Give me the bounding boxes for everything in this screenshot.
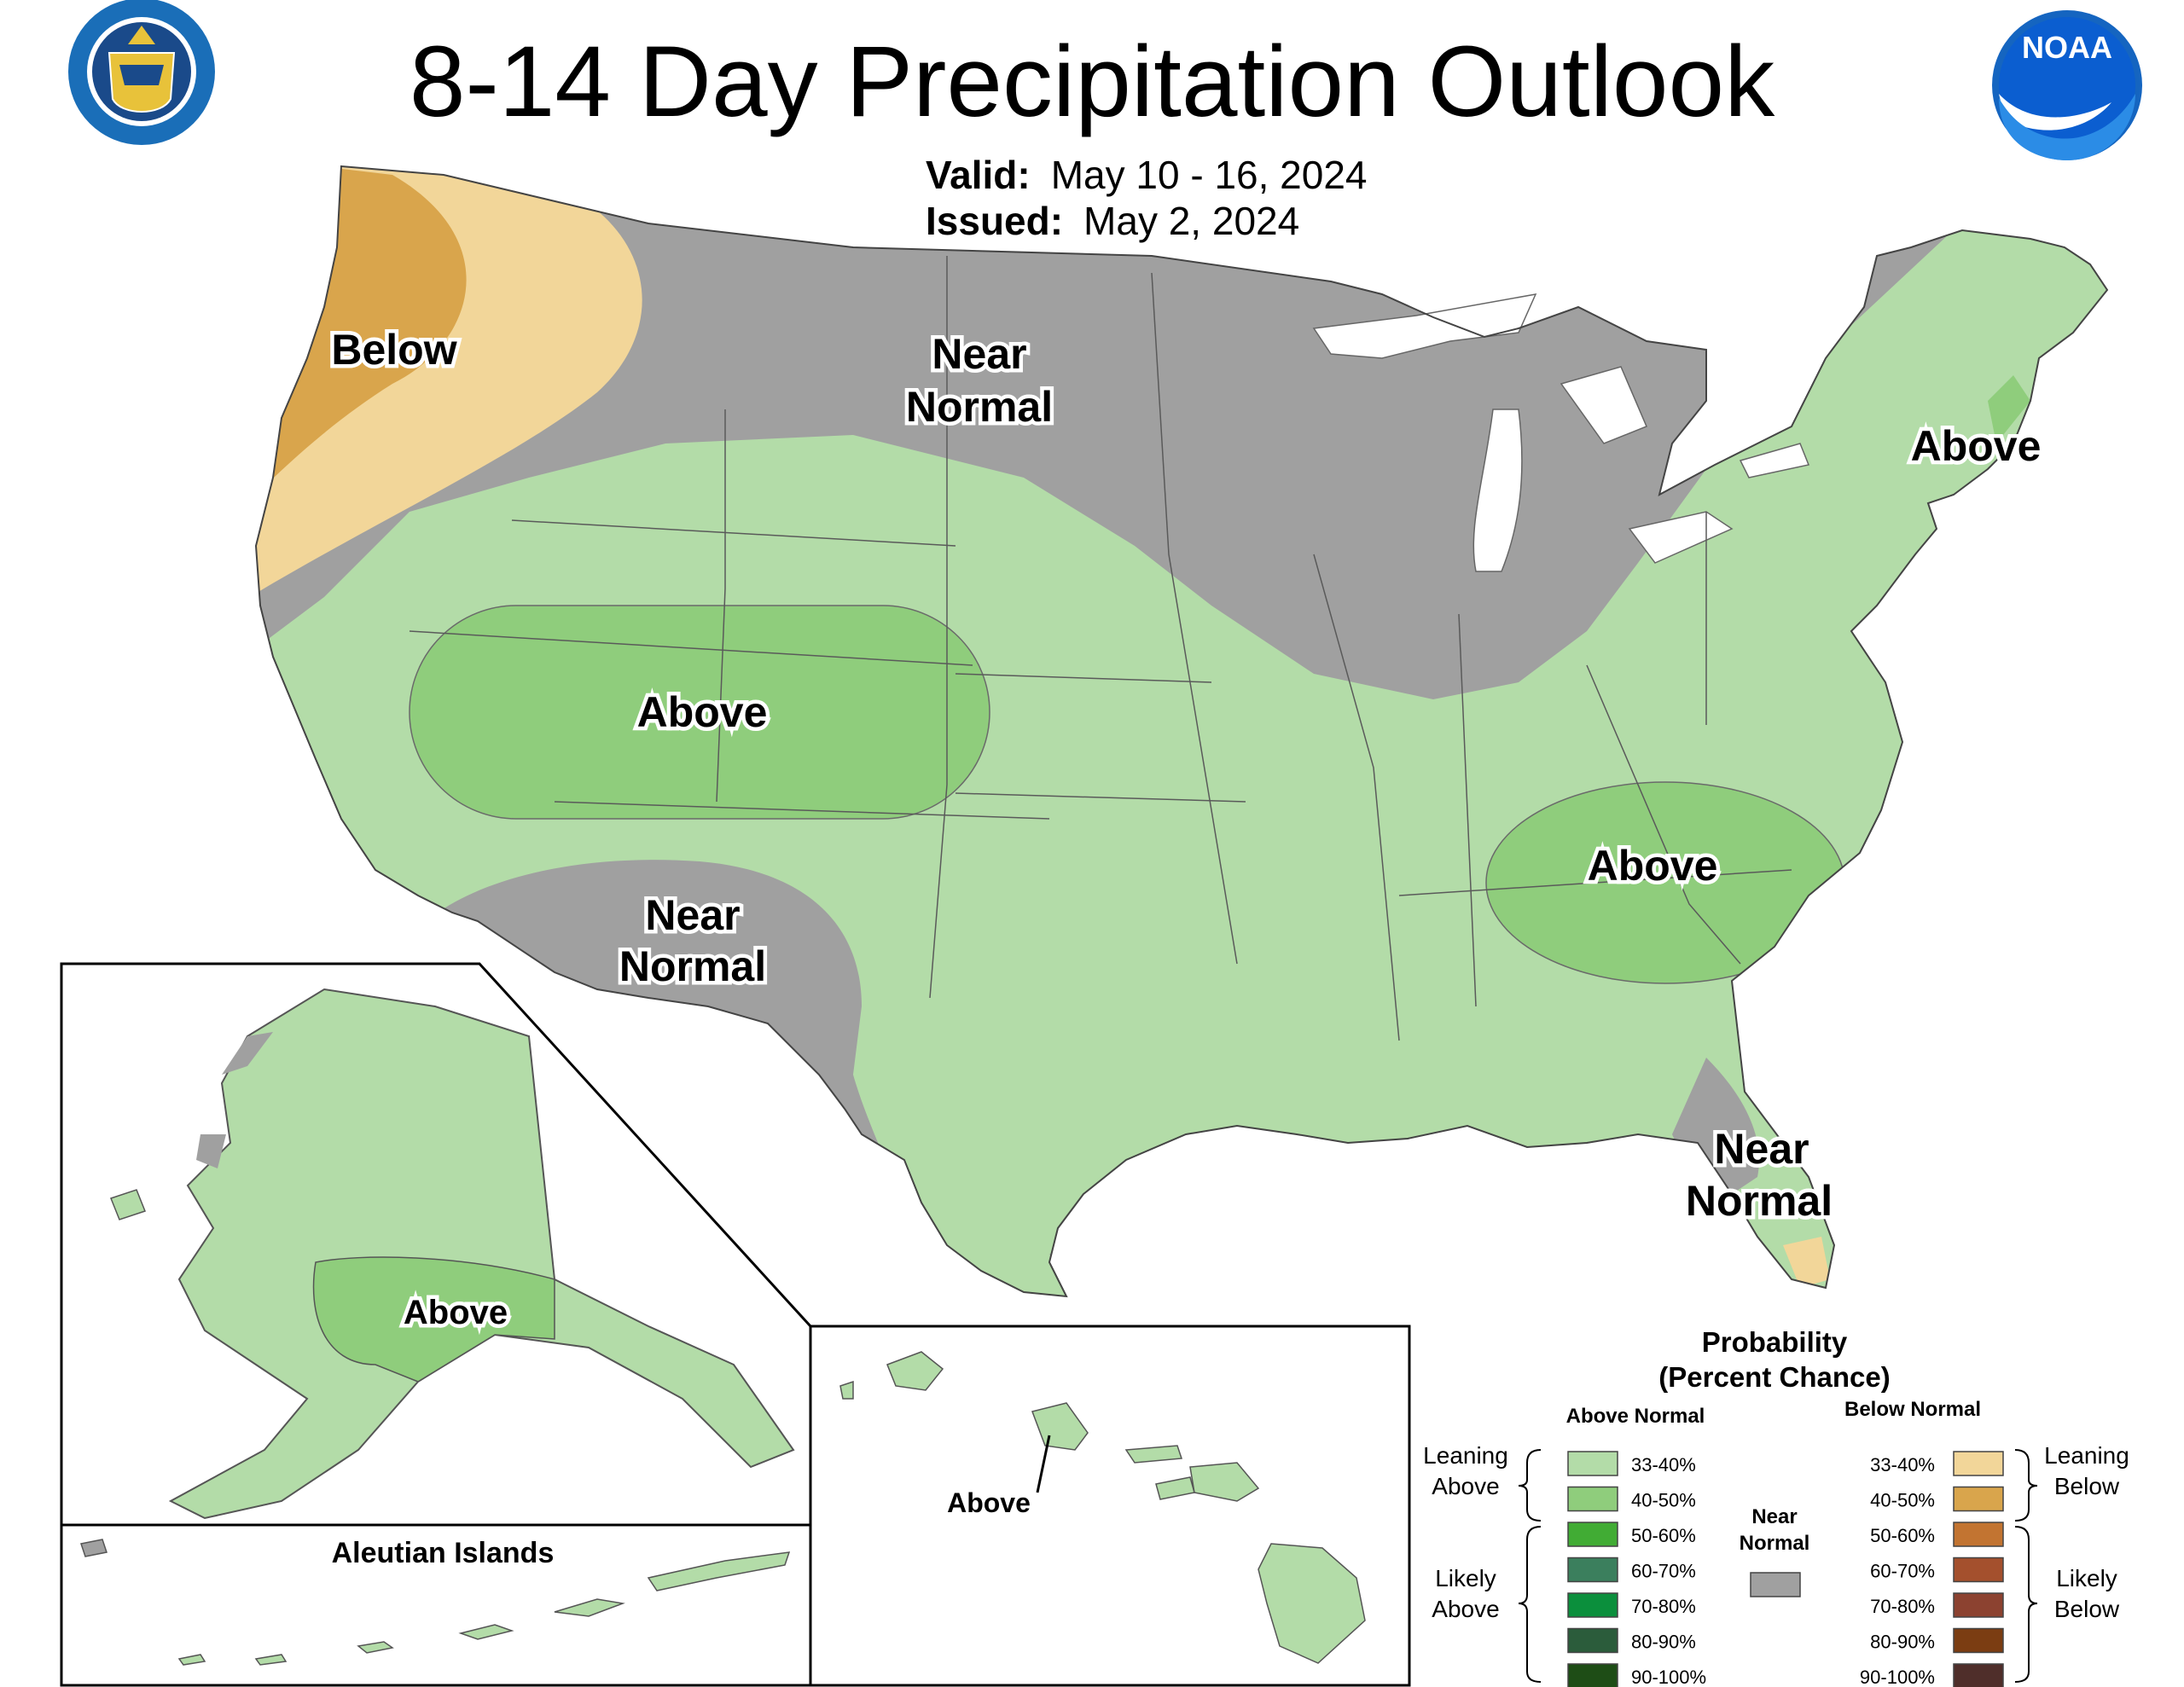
legend-near-normal-line1: Near	[1751, 1505, 1797, 1528]
commerce-seal-logo	[68, 0, 215, 145]
legend-above-swatch-3	[1567, 1557, 1618, 1583]
label-above-alaska: Above	[404, 1294, 508, 1331]
noaa-logo-text: NOAA	[2022, 30, 2112, 65]
label-below-northwest: Below	[331, 326, 456, 374]
region-above-40-50-newengland	[1988, 375, 2030, 443]
label-near-normal-florida-line1: Near	[1714, 1125, 1809, 1173]
legend-below-range-label-5: 80-90%	[1870, 1632, 1935, 1653]
legend-below-range-label-3: 60-70%	[1870, 1561, 1935, 1582]
label-above-hawaii: Above	[947, 1487, 1031, 1518]
region-above-40-50-rockies	[409, 605, 990, 820]
legend-likely-below-line2: Below	[2054, 1596, 2120, 1622]
legend-below-swatches: 33-40% 40-50% 50-60% 60-70% 70-80% 80-90% 90-1…	[1860, 1451, 2004, 1687]
label-above-northeast: Above	[1911, 422, 2042, 470]
legend-above-swatch-6	[1567, 1663, 1618, 1687]
legend-above-range-label-6: 90-100%	[1631, 1667, 1706, 1687]
region-near-normal-southwest	[427, 860, 921, 1262]
valid-dates: Valid: May 10 - 16, 2024	[926, 152, 1368, 198]
legend-below-swatch-2	[1953, 1522, 2004, 1547]
legend-below-header: Below Normal	[1844, 1398, 1981, 1421]
issued-dates: Issued: May 2, 2024	[926, 198, 1299, 244]
bracket-leaning-below	[2014, 1449, 2038, 1522]
legend-above-swatch-0	[1567, 1451, 1618, 1476]
legend-below-swatch-4	[1953, 1592, 2004, 1618]
legend-leaning-above-line2: Above	[1432, 1473, 1499, 1499]
legend-above-range-label-3: 60-70%	[1631, 1561, 1696, 1582]
hawaii-label-leader	[1036, 1435, 1051, 1493]
state-boundaries	[409, 256, 1792, 1041]
legend-likely-above-line1: Likely	[1435, 1565, 1496, 1591]
legend-leaning-above-line1: Leaning	[1423, 1442, 1508, 1469]
label-near-normal-florida-line2: Normal	[1686, 1177, 1833, 1225]
legend-below-range-label-1: 40-50%	[1870, 1490, 1935, 1511]
legend-below-swatch-1	[1953, 1486, 2004, 1512]
label-aleutian-islands: Aleutian Islands	[332, 1537, 555, 1569]
legend-title-line2: (Percent Chance)	[1658, 1361, 1890, 1393]
legend-above-header: Above Normal	[1566, 1405, 1705, 1428]
legend-below-range-label-2: 50-60%	[1870, 1525, 1935, 1546]
label-near-normal-southwest-line1: Near	[645, 891, 740, 939]
alaska-land	[110, 988, 795, 1520]
label-above-rockies: Above	[637, 688, 768, 736]
region-near-normal-texas-coast	[1049, 1254, 1135, 1296]
legend-below-swatch-5	[1953, 1627, 2004, 1654]
valid-value: May 10 - 16, 2024	[1050, 153, 1368, 197]
hawaii-land	[839, 1351, 1366, 1664]
page-title: 8-14 Day Precipitation Outlook	[409, 26, 1775, 138]
legend-above-swatch-1	[1567, 1486, 1618, 1512]
legend-below-swatch-6	[1953, 1663, 2004, 1687]
legend-above-swatch-5	[1567, 1627, 1618, 1654]
legend-below-range-label-4: 70-80%	[1870, 1596, 1935, 1617]
label-near-normal-southwest-line2: Normal	[619, 942, 766, 990]
legend-below-range-label-0: 33-40%	[1870, 1454, 1935, 1475]
legend-above-range-label-1: 40-50%	[1631, 1490, 1696, 1511]
legend-leaning-below-line2: Below	[2054, 1473, 2120, 1499]
legend-above-range-label-4: 70-80%	[1631, 1596, 1696, 1617]
legend-below-swatch-3	[1953, 1557, 2004, 1583]
legend-above-swatch-2	[1567, 1522, 1618, 1547]
issued-label: Issued:	[926, 199, 1064, 243]
legend-near-normal-line2: Normal	[1740, 1532, 1810, 1555]
legend-above-range-label-5: 80-90%	[1631, 1632, 1696, 1653]
legend-likely-above-line2: Above	[1432, 1596, 1499, 1622]
legend-likely-below-line1: Likely	[2056, 1565, 2117, 1591]
aleutian-islands-land	[80, 1539, 791, 1666]
region-leaning-below-south-florida	[1783, 1237, 1830, 1288]
legend-above-swatches: 33-40% 40-50% 50-60% 60-70% 70-80% 80-90% 90-1…	[1567, 1451, 1706, 1687]
issued-value: May 2, 2024	[1083, 199, 1300, 243]
legend-near-normal-swatch	[1750, 1572, 1801, 1597]
legend-below-swatch-0	[1953, 1451, 2004, 1476]
legend-title-line1: Probability	[1702, 1326, 1848, 1358]
legend: Probability (Percent Chance) Above Norma…	[1423, 1326, 2129, 1687]
valid-label: Valid:	[926, 153, 1031, 197]
legend-above-range-label-2: 50-60%	[1631, 1525, 1696, 1546]
noaa-logo: NOAA	[1992, 10, 2142, 160]
legend-leaning-below-line1: Leaning	[2044, 1442, 2129, 1469]
label-above-southeast: Above	[1588, 842, 1718, 890]
legend-below-range-label-6: 90-100%	[1860, 1667, 1935, 1687]
legend-above-swatch-4	[1567, 1592, 1618, 1618]
label-near-normal-north-line1: Near	[932, 330, 1026, 378]
label-near-normal-north-line2: Normal	[906, 383, 1053, 431]
bracket-likely-below	[2014, 1526, 2038, 1683]
bracket-likely-above	[1518, 1526, 1542, 1683]
legend-above-range-label-0: 33-40%	[1631, 1454, 1696, 1475]
bracket-leaning-above	[1518, 1449, 1542, 1522]
